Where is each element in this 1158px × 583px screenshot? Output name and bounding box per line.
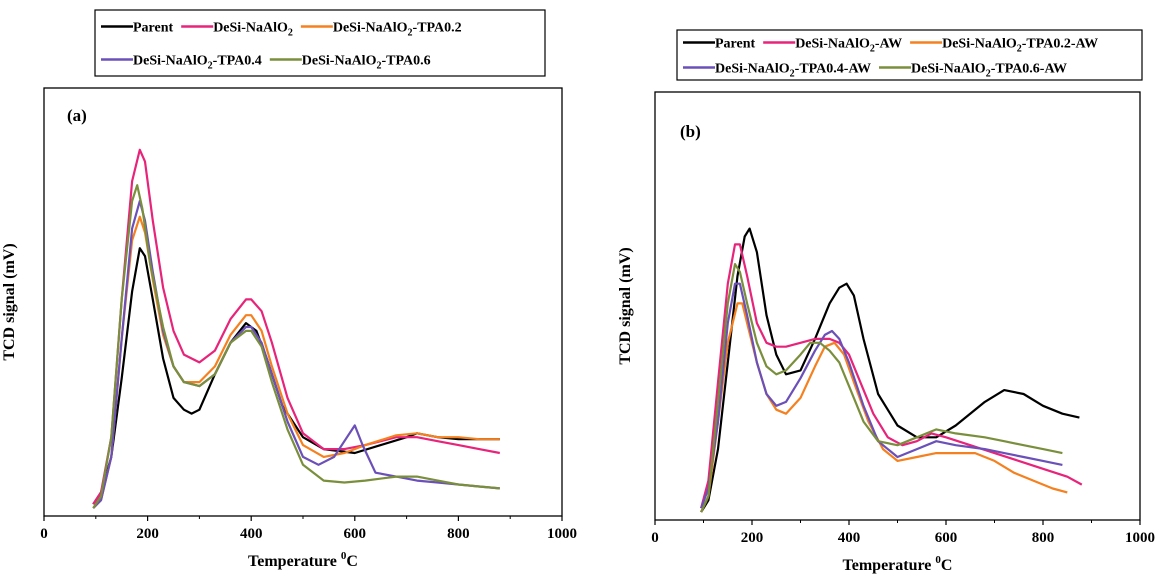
x-tick-label: 200 bbox=[741, 530, 764, 546]
x-tick-label: 1000 bbox=[1125, 530, 1155, 546]
legend-item-1: DeSi-NaAlO2-AW bbox=[763, 37, 902, 55]
legend-item-2: DeSi-NaAlO2-TPA0.2 bbox=[300, 21, 462, 39]
series-line-1 bbox=[92, 148, 501, 505]
legend-label: DeSi-NaAlO2-AW bbox=[795, 37, 902, 55]
legend-item-2: DeSi-NaAlO2-TPA0.2-AW bbox=[910, 37, 1098, 55]
series-line-4 bbox=[700, 263, 1063, 513]
x-tick-label: 200 bbox=[136, 526, 159, 542]
legend-item-1: DeSi-NaAlO2 bbox=[181, 21, 293, 39]
panel-label: (a) bbox=[67, 106, 87, 125]
legend-item-3: DeSi-NaAlO2-TPA0.4-AW bbox=[683, 62, 871, 80]
series-line-0 bbox=[700, 227, 1080, 513]
legend: Parent DeSi-NaAlO2-AW DeSi-NaAlO2-TPA0.2-A… bbox=[676, 29, 1143, 81]
x-tick-label: 600 bbox=[935, 530, 958, 546]
legend-item-4: DeSi-NaAlO2-TPA0.6 bbox=[269, 54, 431, 72]
x-tick-label: 0 bbox=[651, 530, 659, 546]
x-tick-label: 800 bbox=[1032, 530, 1055, 546]
x-tick-label: 400 bbox=[240, 526, 263, 542]
series-line-3 bbox=[92, 199, 500, 509]
x-tick-label: 0 bbox=[40, 526, 48, 542]
legend-item-0: Parent bbox=[683, 37, 756, 52]
x-tick-label: 1000 bbox=[547, 526, 577, 542]
x-tick-label: 400 bbox=[838, 530, 861, 546]
x-axis-title: Temperature 0C bbox=[248, 550, 358, 570]
series-line-4 bbox=[92, 184, 500, 509]
legend-label: DeSi-NaAlO2-TPA0.4-AW bbox=[715, 62, 871, 80]
y-axis-title: TCD signal (mV) bbox=[1, 243, 18, 360]
legend-label: Parent bbox=[133, 21, 174, 36]
legend-label: DeSi-NaAlO2-TPA0.6-AW bbox=[911, 62, 1067, 80]
legend-item-3: DeSi-NaAlO2-TPA0.4 bbox=[101, 54, 262, 72]
panel-a: 0 200 400 600 800 1000 Temperature 0C TCD signa… bbox=[1, 9, 577, 570]
y-axis-title: TCD signal (mV) bbox=[617, 247, 634, 364]
series-line-1 bbox=[700, 243, 1083, 509]
panel-b: 0 200 400 600 800 1000 Temperature 0C TCD signa… bbox=[617, 29, 1155, 574]
legend: Parent DeSi-NaAlO2 DeSi-NaAlO2-TPA0.2 DeSi-… bbox=[94, 9, 546, 77]
legend-label: DeSi-NaAlO2-TPA0.6 bbox=[302, 54, 431, 72]
legend-item-0: Parent bbox=[101, 21, 174, 36]
legend-label: Parent bbox=[715, 37, 756, 52]
panel-label: (b) bbox=[680, 122, 701, 141]
legend-label: DeSi-NaAlO2-TPA0.2 bbox=[333, 21, 462, 39]
legend-label: DeSi-NaAlO2-TPA0.2-AW bbox=[942, 37, 1098, 55]
legend-item-4: DeSi-NaAlO2-TPA0.6-AW bbox=[879, 62, 1067, 80]
series-line-2 bbox=[700, 302, 1068, 513]
x-tick-label: 800 bbox=[447, 526, 470, 542]
x-axis-title: Temperature 0C bbox=[843, 554, 953, 574]
legend-label: DeSi-NaAlO2-TPA0.4 bbox=[133, 54, 262, 72]
series-line-3 bbox=[700, 282, 1063, 509]
legend-box bbox=[94, 9, 546, 77]
series-line-2 bbox=[92, 215, 500, 509]
x-tick-label: 600 bbox=[344, 526, 367, 542]
legend-box bbox=[676, 29, 1143, 81]
legend-label: DeSi-NaAlO2 bbox=[213, 21, 293, 39]
